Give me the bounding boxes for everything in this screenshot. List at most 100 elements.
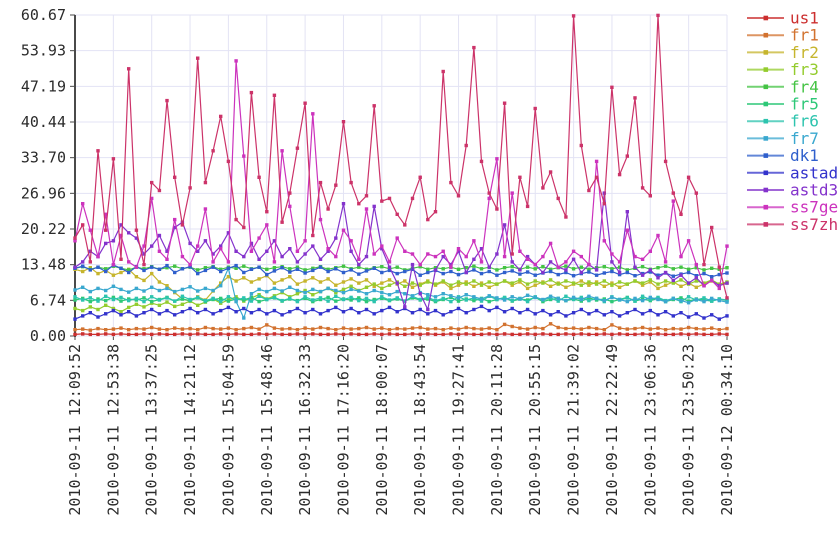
series-marker-fr3 [303,288,307,293]
series-marker-ss7zh [272,93,277,97]
series-marker-fr6 [219,299,223,304]
series-marker-dk1 [81,264,85,268]
series-marker-astad [234,310,238,314]
series-marker-astad [265,312,269,316]
series-marker-fr3 [464,282,468,286]
series-marker-fr7 [341,290,346,295]
series-marker-astd3 [633,265,637,269]
series-line-fr4 [74,265,728,271]
series-marker-fr7 [88,289,92,294]
series-marker-ss7ge [157,249,162,253]
series-marker-fr7 [686,301,691,305]
series-marker-fr7 [648,295,652,300]
series-marker-fr6 [464,298,468,302]
series-marker-us1 [602,332,606,336]
series-marker-fr7 [702,299,706,304]
series-marker-ss7ge [242,154,246,158]
series-marker-ss7zh [663,159,668,164]
series-marker-fr3 [295,292,300,296]
series-marker-us1 [364,332,369,337]
series-marker-us1 [564,332,568,336]
series-marker-ss7zh [441,69,445,74]
series-marker-us1 [640,332,645,336]
series-marker-us1 [196,332,200,336]
series-marker-us1 [73,332,77,337]
series-marker-us1 [679,332,683,336]
series-marker-fr3 [610,283,614,287]
series-marker-fr6 [648,297,652,302]
y-tick-label: 53.93 [21,42,66,60]
series-marker-fr3 [556,282,560,286]
series-marker-ss7ge [249,249,254,253]
series-marker-ss7zh [495,207,499,211]
series-marker-fr3 [663,279,668,283]
series-marker-fr2 [487,285,491,289]
series-marker-ss7ge [702,284,706,288]
x-tick-label: 2010-09-11 21:39:02 [565,344,583,516]
series-marker-fr3 [134,302,139,306]
series-marker-fr7 [364,292,369,296]
series-marker-fr4 [548,267,553,271]
series-marker-ss7ge [671,199,675,203]
series-marker-fr6 [587,298,591,303]
series-marker-fr1 [548,322,553,326]
series-marker-ss7zh [157,188,162,193]
series-marker-us1 [418,332,422,337]
series-marker-fr7 [303,290,307,295]
series-marker-fr6 [686,295,691,299]
series-marker-fr6 [311,298,315,302]
series-marker-fr3 [418,283,422,287]
series-marker-astd3 [127,231,131,235]
series-marker-dk1 [602,271,606,275]
series-marker-astd3 [640,273,645,277]
series-marker-fr7 [525,293,530,297]
series-marker-astad [640,312,645,316]
series-marker-astad [364,307,369,312]
series-marker-fr1 [702,327,706,331]
legend-label-fr5: fr5 [790,95,819,114]
series-marker-astd3 [288,247,292,251]
series-marker-fr1 [656,326,660,330]
series-marker-us1 [541,332,545,336]
series-marker-astd3 [694,276,698,280]
series-marker-fr5 [257,299,261,304]
series-marker-astad [173,313,177,317]
series-marker-fr6 [127,298,131,303]
series-marker-astd3 [318,257,323,261]
series-marker-fr2 [81,269,85,274]
series-marker-ss7ge [211,260,215,264]
series-marker-fr4 [533,267,537,271]
legend-marker-swatch [763,118,769,124]
series-marker-dk1 [157,267,162,271]
series-marker-dk1 [518,272,522,276]
series-marker-astd3 [441,254,445,259]
series-marker-astd3 [387,265,392,269]
series-marker-ss7ge [364,207,369,211]
series-marker-fr6 [150,295,154,299]
series-marker-dk1 [564,270,568,275]
series-marker-ss7zh [134,228,139,232]
series-marker-astd3 [449,262,453,267]
series-marker-fr7 [510,295,514,299]
series-marker-fr3 [88,305,92,309]
series-marker-fr5 [472,298,476,303]
series-marker-fr6 [73,295,77,299]
series-marker-astd3 [142,252,146,256]
series-marker-astad [449,310,453,314]
series-marker-us1 [633,332,637,337]
series-marker-fr6 [426,295,430,300]
series-marker-ss7zh [81,223,85,227]
series-marker-fr2 [318,280,323,284]
series-marker-ss7ge [303,239,307,243]
series-marker-fr2 [617,285,622,289]
series-marker-us1 [710,332,714,337]
series-marker-fr4 [479,267,484,271]
series-marker-fr1 [579,327,583,331]
series-marker-astd3 [625,210,629,214]
series-marker-fr6 [579,295,583,300]
series-marker-fr7 [104,288,108,293]
series-marker-fr3 [594,282,599,286]
legend-label-dk1: dk1 [790,146,819,165]
series-marker-fr3 [633,279,637,283]
series-marker-ss7ge [640,257,645,261]
